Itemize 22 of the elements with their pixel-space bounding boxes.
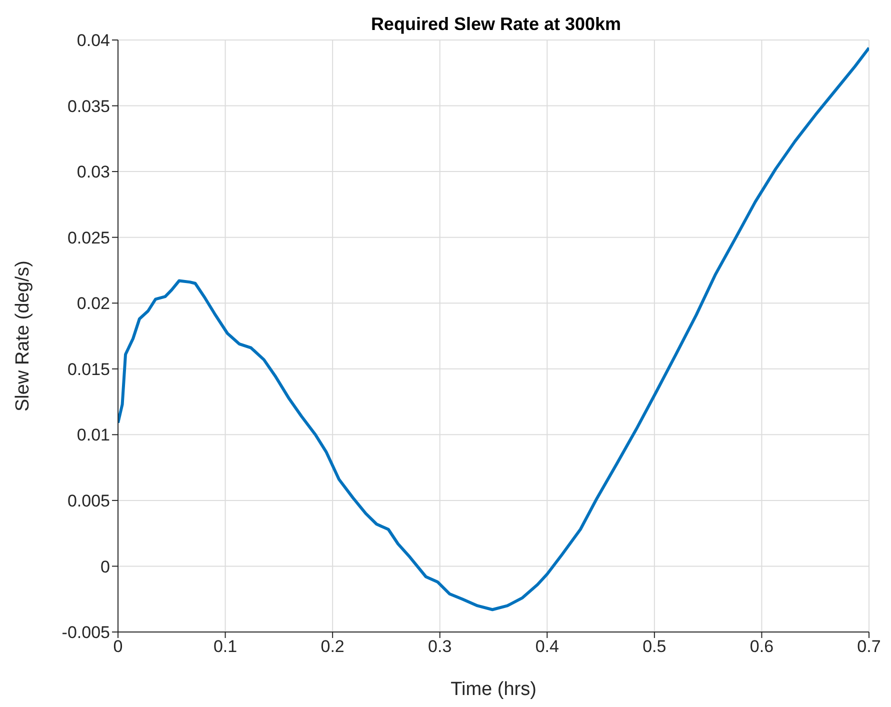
- y-tick-label: 0.035: [67, 96, 110, 116]
- y-tick-label: 0: [100, 557, 110, 576]
- x-tick-label: 0.3: [428, 637, 452, 656]
- x-tick-label: 0: [113, 637, 123, 656]
- x-axis-title: Time (hrs): [450, 679, 536, 700]
- x-tick-label: 0.7: [857, 637, 881, 656]
- y-tick-label: 0.04: [76, 31, 110, 50]
- x-tick-label: 0.1: [213, 637, 238, 656]
- chart-title: Required Slew Rate at 300km: [370, 14, 622, 35]
- x-tick-label: 0.5: [642, 637, 666, 656]
- x-tick-label: 0.2: [320, 637, 344, 656]
- y-tick-label: 0.02: [76, 294, 110, 314]
- x-tick-label: 0.6: [750, 637, 774, 656]
- y-tick-label: 0.03: [76, 162, 110, 182]
- line-series: [118, 46, 869, 612]
- y-tick-label: 0.005: [67, 491, 110, 510]
- x-tick-label: 0.4: [535, 637, 559, 656]
- y-axis-title: Slew Rate (deg/s): [12, 260, 34, 412]
- y-tick-label: -0.005: [62, 623, 110, 642]
- y-tick-label: 0.025: [67, 228, 110, 248]
- y-tick-label: 0.015: [67, 360, 110, 379]
- y-tick-label: 0.01: [76, 426, 110, 445]
